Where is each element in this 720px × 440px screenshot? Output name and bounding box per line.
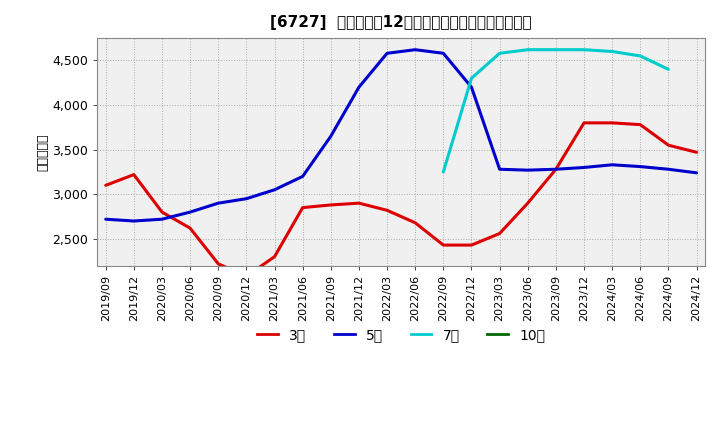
Line: 7年: 7年 (444, 50, 668, 172)
5年 (270, 187, 279, 192)
3年 (411, 220, 420, 225)
5年 (692, 170, 701, 176)
5年 (636, 164, 644, 169)
5年 (552, 167, 560, 172)
3年 (355, 201, 364, 206)
5年 (467, 84, 476, 90)
5年 (383, 51, 392, 56)
5年 (214, 201, 222, 206)
3年 (270, 254, 279, 259)
5年 (439, 51, 448, 56)
3年 (664, 143, 672, 148)
7年 (636, 53, 644, 59)
3年 (580, 120, 588, 125)
5年 (326, 134, 335, 139)
5年 (355, 84, 364, 90)
7年 (495, 51, 504, 56)
3年 (495, 231, 504, 236)
3年 (186, 225, 194, 231)
Line: 5年: 5年 (106, 50, 696, 221)
Line: 3年: 3年 (106, 123, 696, 276)
3年 (130, 172, 138, 177)
3年 (326, 202, 335, 208)
3年 (242, 274, 251, 279)
3年 (298, 205, 307, 210)
Legend: 3年, 5年, 7年, 10年: 3年, 5年, 7年, 10年 (251, 323, 551, 348)
3年 (158, 209, 166, 215)
5年 (298, 174, 307, 179)
5年 (495, 167, 504, 172)
7年 (580, 47, 588, 52)
5年 (186, 209, 194, 215)
7年 (608, 49, 616, 54)
5年 (523, 168, 532, 173)
7年 (664, 67, 672, 72)
3年 (467, 242, 476, 248)
5年 (158, 216, 166, 222)
3年 (523, 201, 532, 206)
Title: [6727]  当期純利益12か月移動合計の標準偏差の推移: [6727] 当期純利益12か月移動合計の標準偏差の推移 (270, 15, 532, 30)
7年 (552, 47, 560, 52)
3年 (102, 183, 110, 188)
5年 (102, 216, 110, 222)
5年 (608, 162, 616, 168)
3年 (552, 167, 560, 172)
3年 (692, 150, 701, 155)
3年 (383, 208, 392, 213)
3年 (439, 242, 448, 248)
Y-axis label: （百万円）: （百万円） (37, 133, 50, 171)
5年 (242, 196, 251, 202)
7年 (523, 47, 532, 52)
3年 (608, 120, 616, 125)
5年 (130, 218, 138, 224)
5年 (411, 47, 420, 52)
3年 (214, 261, 222, 267)
3年 (636, 122, 644, 127)
5年 (580, 165, 588, 170)
7年 (439, 169, 448, 175)
5年 (664, 167, 672, 172)
7年 (467, 76, 476, 81)
